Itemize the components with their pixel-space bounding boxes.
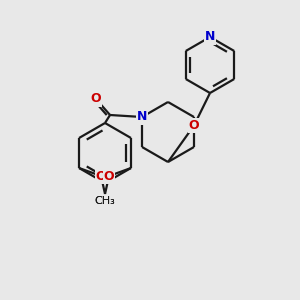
Text: N: N (205, 31, 215, 44)
Text: O: O (189, 119, 199, 132)
Text: O: O (104, 169, 114, 182)
Text: O: O (91, 92, 101, 106)
Text: CH₃: CH₃ (94, 196, 116, 206)
Text: N: N (137, 110, 147, 124)
Text: CH₃: CH₃ (95, 196, 116, 206)
Text: O: O (96, 169, 106, 182)
